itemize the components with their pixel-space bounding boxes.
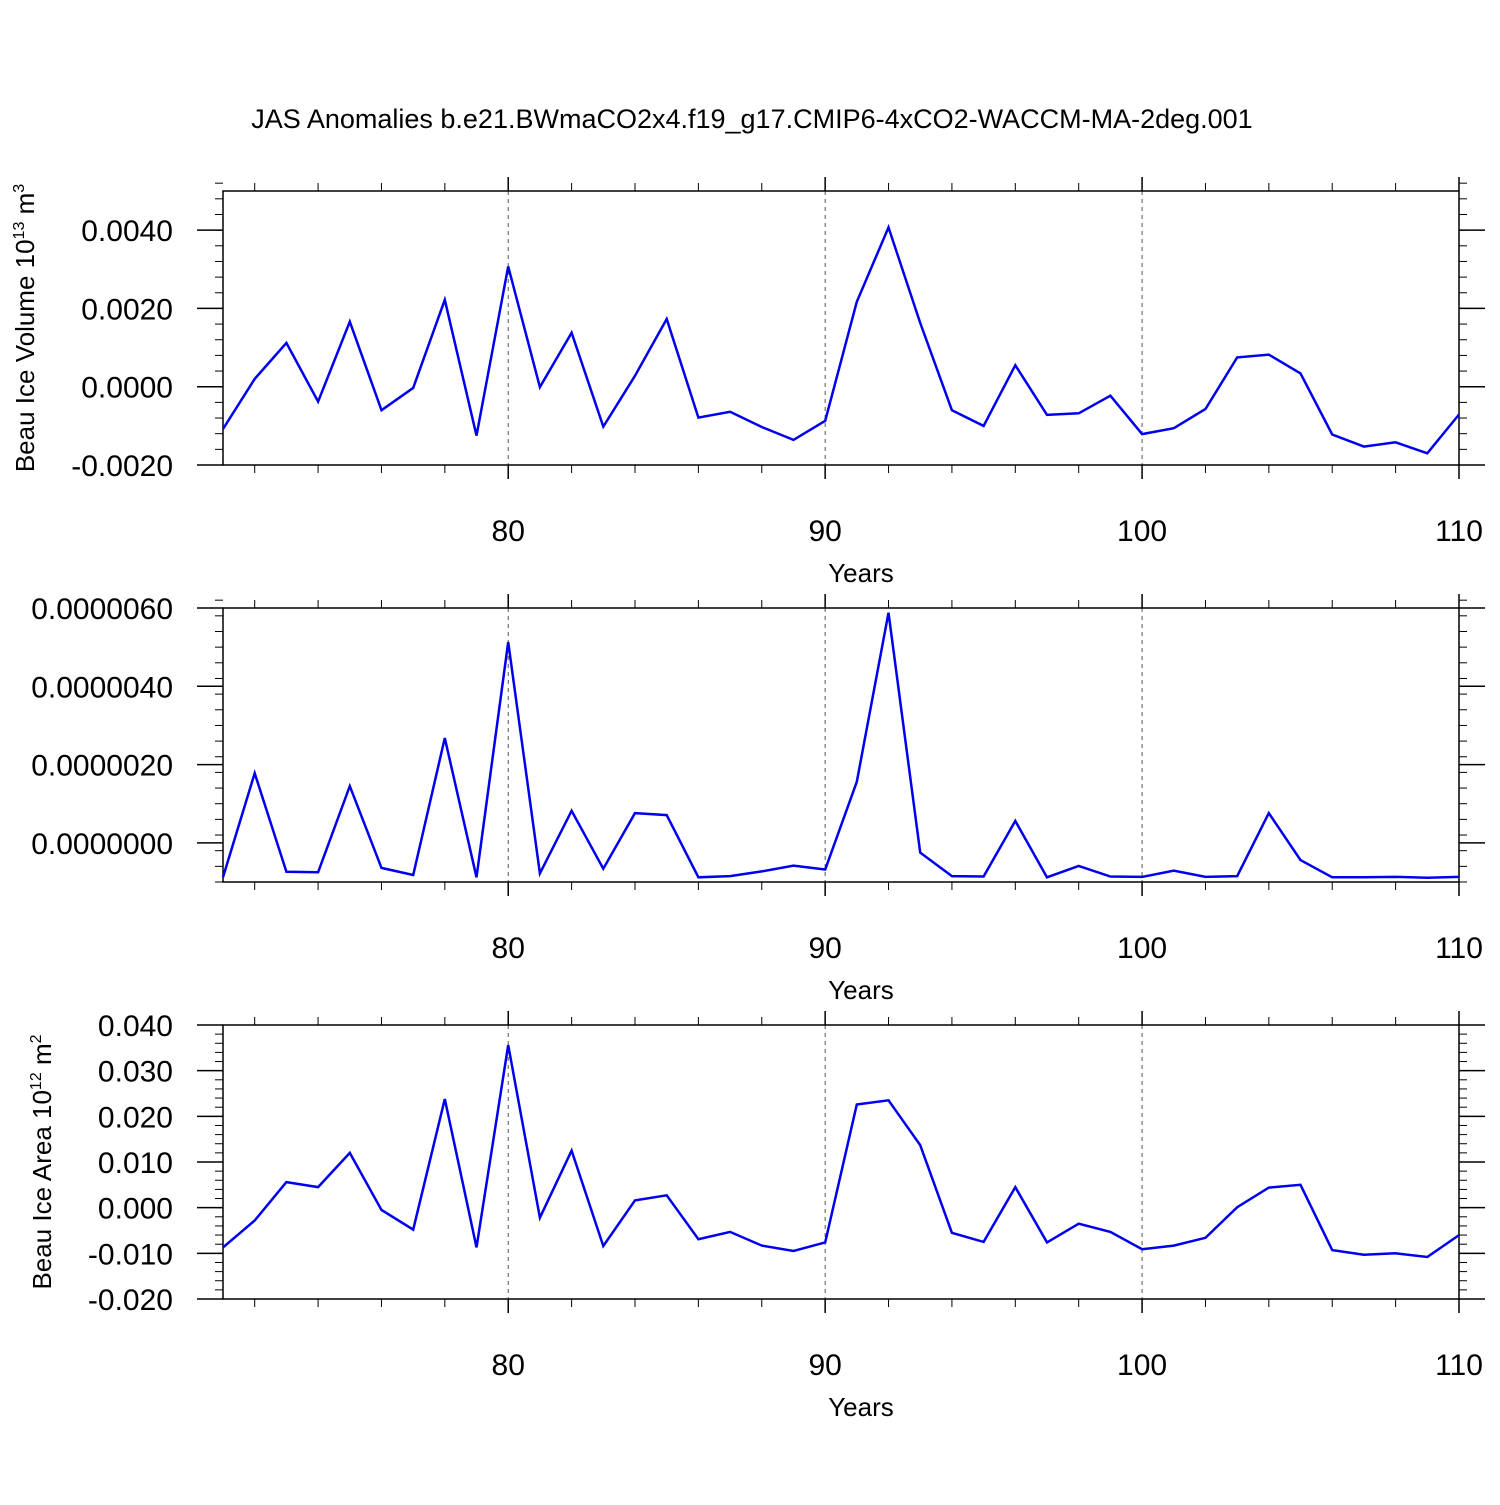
- y-tick-label: 0.0000040: [31, 671, 173, 704]
- chart-title: JAS Anomalies b.e21.BWmaCO2x4.f19_g17.CM…: [251, 104, 1252, 134]
- x-tick-label: 80: [492, 515, 525, 548]
- panel-area: 80 90 100 110 Years -0.020 -0.010 0.000 0.010 0.0…: [27, 1010, 1485, 1422]
- x-tick-label: 110: [1435, 1349, 1483, 1382]
- panel-thickness: 80 90 100 110 Years 0.0000000 0.0000020 0.00000…: [31, 593, 1485, 1005]
- plot-frame: [222, 1024, 1460, 1300]
- y-axis-title: Beau Ice Area 1012 m2: [27, 1034, 57, 1289]
- y-tick-label: 0.000: [98, 1193, 173, 1226]
- x-axis-title: Years: [828, 975, 894, 1005]
- x-tick-label: 100: [1117, 515, 1167, 548]
- y-tick-label: 0.040: [98, 1010, 173, 1043]
- x-tick-label: 90: [808, 1349, 841, 1382]
- plot-frame: [222, 607, 1460, 883]
- series-line-thickness: [221, 612, 1460, 879]
- series-line-volume: [221, 223, 1460, 455]
- x-tick-label: 90: [808, 932, 841, 965]
- y-tick-label: 0.0000020: [31, 750, 173, 783]
- y-tick-label: 0.030: [98, 1056, 173, 1089]
- x-tick-label: 80: [492, 1349, 525, 1382]
- y-tick-label: -0.010: [88, 1238, 173, 1271]
- x-tick-label: 80: [492, 932, 525, 965]
- y-tick-label: -0.020: [88, 1284, 173, 1317]
- x-tick-label: 90: [808, 515, 841, 548]
- y-tick-label: 0.0020: [81, 293, 173, 326]
- y-axis-title: Beau Ice Volume 1013 m3: [10, 184, 40, 472]
- x-axis-title: Years: [828, 1392, 894, 1422]
- y-tick-label: 0.010: [98, 1147, 173, 1180]
- y-tick-label: 0.020: [98, 1101, 173, 1134]
- y-tick-label: 0.0000: [81, 372, 173, 405]
- y-tick-label: 0.0000000: [31, 828, 173, 861]
- plot-frame: [222, 190, 1460, 466]
- series-line-area: [222, 1044, 1460, 1259]
- x-axis-title: Years: [828, 558, 894, 588]
- y-tick-label: -0.0020: [71, 450, 173, 483]
- x-tick-label: 110: [1435, 515, 1483, 548]
- y-tick-label: 0.0000060: [31, 593, 173, 626]
- x-tick-label: 100: [1117, 1349, 1167, 1382]
- x-tick-label: 110: [1435, 932, 1483, 965]
- y-tick-label: 0.0040: [81, 215, 173, 248]
- panel-volume: 80 90 100 110 Years -0.0020 0.0000 0.0020 0.0040…: [10, 177, 1485, 588]
- x-tick-label: 100: [1117, 932, 1167, 965]
